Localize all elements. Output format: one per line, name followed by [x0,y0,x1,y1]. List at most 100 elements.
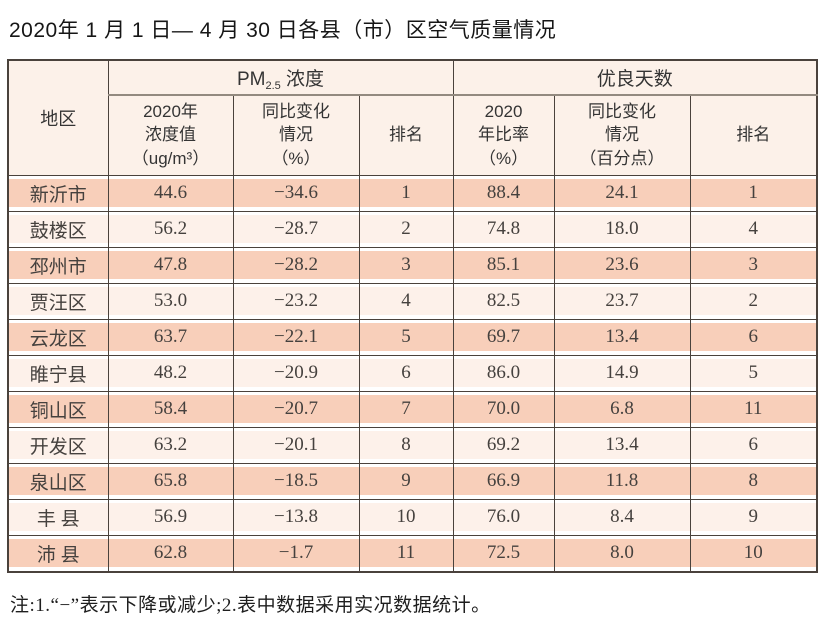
pm-rank-cell: 1 [358,174,454,212]
table-group-header-row: 地区 PM2.5 浓度 优良天数 [7,59,818,176]
conc-cell: 58.4 [107,390,234,428]
region-cell: 鼓楼区 [7,210,109,248]
conc-cell: 48.2 [107,354,234,392]
conc-change-cell: −1.7 [232,534,360,572]
ratio-cell: 88.4 [452,174,555,212]
conc-change-cell: −22.1 [232,318,360,356]
region-column-header: 地区 [7,59,109,176]
ratio-change-cell: 14.9 [553,354,691,392]
region-cell: 邳州市 [7,246,109,284]
table-row: 贾汪区 53.0 −23.2 4 82.5 23.7 2 [7,282,818,320]
days-rank-cell: 10 [689,534,818,572]
conc-cell: 53.0 [107,282,234,320]
region-cell: 云龙区 [7,318,109,356]
ratio-cell: 69.2 [452,426,555,464]
ratio-cell: 82.5 [452,282,555,320]
region-cell: 新沂市 [7,174,109,212]
pm-rank-cell: 7 [358,390,454,428]
days-rank-cell: 1 [689,174,818,212]
days-rank-column-header: 排名 [689,94,818,176]
pm-rank-cell: 2 [358,210,454,248]
ratio-cell: 66.9 [452,462,555,500]
table-row: 铜山区 58.4 −20.7 7 70.0 6.8 11 [7,390,818,428]
region-cell: 沛 县 [7,534,109,572]
ratio-column-header: 2020 年比率 （%） [452,94,555,176]
days-rank-cell: 6 [689,426,818,464]
pm-rank-cell: 4 [358,282,454,320]
ratio-change-cell: 8.0 [553,534,691,572]
table-row: 邳州市 47.8 −28.2 3 85.1 23.6 3 [7,246,818,284]
conc-cell: 63.2 [107,426,234,464]
pm-rank-cell: 8 [358,426,454,464]
table-row: 开发区 63.2 −20.1 8 69.2 13.4 6 [7,426,818,464]
region-cell: 睢宁县 [7,354,109,392]
table-row: 鼓楼区 56.2 −28.7 2 74.8 18.0 4 [7,210,818,248]
ratio-cell: 70.0 [452,390,555,428]
ratio-change-cell: 13.4 [553,426,691,464]
region-cell: 开发区 [7,426,109,464]
conc-change-cell: −23.2 [232,282,360,320]
pm-rank-cell: 10 [358,498,454,536]
days-rank-cell: 6 [689,318,818,356]
ratio-change-cell: 23.6 [553,246,691,284]
pm25-label-prefix: PM [236,68,266,90]
days-rank-cell: 8 [689,462,818,500]
days-rank-cell: 9 [689,498,818,536]
page-title: 2020年 1 月 1 日— 4 月 30 日各县（市）区空气质量情况 [9,19,557,42]
days-rank-cell: 11 [689,390,818,428]
table-row: 泉山区 65.8 −18.5 9 66.9 11.8 8 [7,462,818,500]
pm-rank-column-header: 排名 [358,94,454,176]
region-cell: 铜山区 [7,390,109,428]
conc-change-column-header: 同比变化 情况 （%） [232,94,360,176]
ratio-change-cell: 13.4 [553,318,691,356]
pm25-group-header: PM2.5 浓度 [107,59,454,96]
conc-change-cell: −13.8 [232,498,360,536]
conc-change-cell: −34.6 [232,174,360,212]
ratio-cell: 85.1 [452,246,555,284]
conc-cell: 63.7 [107,318,234,356]
ratio-change-cell: 23.7 [553,282,691,320]
ratio-change-cell: 24.1 [553,174,691,212]
ratio-cell: 86.0 [452,354,555,392]
pm-rank-cell: 6 [358,354,454,392]
region-cell: 丰 县 [7,498,109,536]
conc-cell: 65.8 [107,462,234,500]
days-rank-cell: 4 [689,210,818,248]
ratio-change-cell: 11.8 [553,462,691,500]
days-rank-cell: 2 [689,282,818,320]
conc-cell: 56.9 [107,498,234,536]
table-row: 新沂市 44.6 −34.6 1 88.4 24.1 1 [7,174,818,212]
ratio-cell: 76.0 [452,498,555,536]
pm-rank-cell: 5 [358,318,454,356]
air-quality-table: 地区 PM2.5 浓度 优良天数 2020年 浓度值 （ug/m³） 同比变化 … [7,59,819,573]
days-rank-cell: 5 [689,354,818,392]
region-cell: 贾汪区 [7,282,109,320]
table-row: 沛 县 62.8 −1.7 11 72.5 8.0 10 [7,534,818,572]
region-cell: 泉山区 [7,462,109,500]
ratio-change-cell: 6.8 [553,390,691,428]
pm-rank-cell: 9 [358,462,454,500]
footnote: 注:1.“−”表示下降或减少;2.表中数据采用实况数据统计。 [10,594,491,616]
table-sub-header-row: 2020年 浓度值 （ug/m³） 同比变化 情况 （%） 排名 2020 年比… [8,94,818,176]
ratio-change-cell: 18.0 [553,210,691,248]
table-row: 丰 县 56.9 −13.8 10 76.0 8.4 9 [7,498,818,536]
conc-cell: 56.2 [107,210,234,248]
conc-change-cell: −28.7 [232,210,360,248]
ratio-cell: 72.5 [452,534,555,572]
pm-rank-cell: 3 [358,246,454,284]
conc-change-cell: −20.7 [232,390,360,428]
conc-change-cell: −20.9 [232,354,360,392]
ratio-change-column-header: 同比变化 情况 （百分点） [553,94,691,176]
table-row: 云龙区 63.7 −22.1 5 69.7 13.4 6 [7,318,818,356]
conc-cell: 47.8 [107,246,234,284]
pm-rank-cell: 11 [358,534,454,572]
days-rank-cell: 3 [689,246,818,284]
conc-cell: 62.8 [107,534,234,572]
ratio-change-cell: 8.4 [553,498,691,536]
conc-change-cell: −20.1 [232,426,360,464]
ratio-cell: 69.7 [452,318,555,356]
ratio-cell: 74.8 [452,210,555,248]
conc-column-header: 2020年 浓度值 （ug/m³） [107,94,234,176]
pm25-subscript: 2.5 [265,79,281,92]
